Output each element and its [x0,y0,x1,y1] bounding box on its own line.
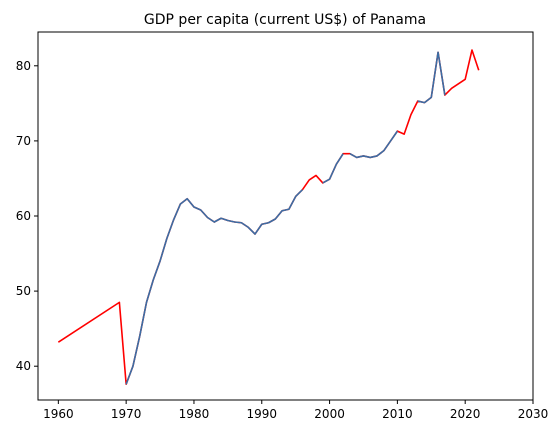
x-axis: 1960 1970 1980 1990 2000 2010 2020 2030 [43,400,548,421]
y-tick-label: 80 [16,59,31,73]
chart-title: GDP per capita (current US$) of Panama [144,12,426,28]
plot-frame [37,31,534,401]
series-layer [57,49,480,386]
x-tick-label: 1990 [246,407,277,421]
series-line-2 [125,189,304,385]
x-tick-label: 1980 [179,407,210,421]
x-tick-label: 2030 [518,407,549,421]
series-line-1 [57,49,480,386]
series-line-5 [417,51,446,104]
x-tick-label: 2000 [314,407,345,421]
y-tick-label: 60 [16,209,31,223]
y-axis: 40 50 60 70 80 [16,59,38,373]
x-tick-label: 2020 [450,407,481,421]
series-line-4 [349,130,399,159]
x-tick-label: 2010 [382,407,413,421]
x-tick-label: 1960 [43,407,74,421]
y-tick-label: 40 [16,359,31,373]
y-tick-label: 50 [16,284,31,298]
series-line-3 [322,153,344,184]
y-tick-label: 70 [16,134,31,148]
x-tick-label: 1970 [111,407,142,421]
